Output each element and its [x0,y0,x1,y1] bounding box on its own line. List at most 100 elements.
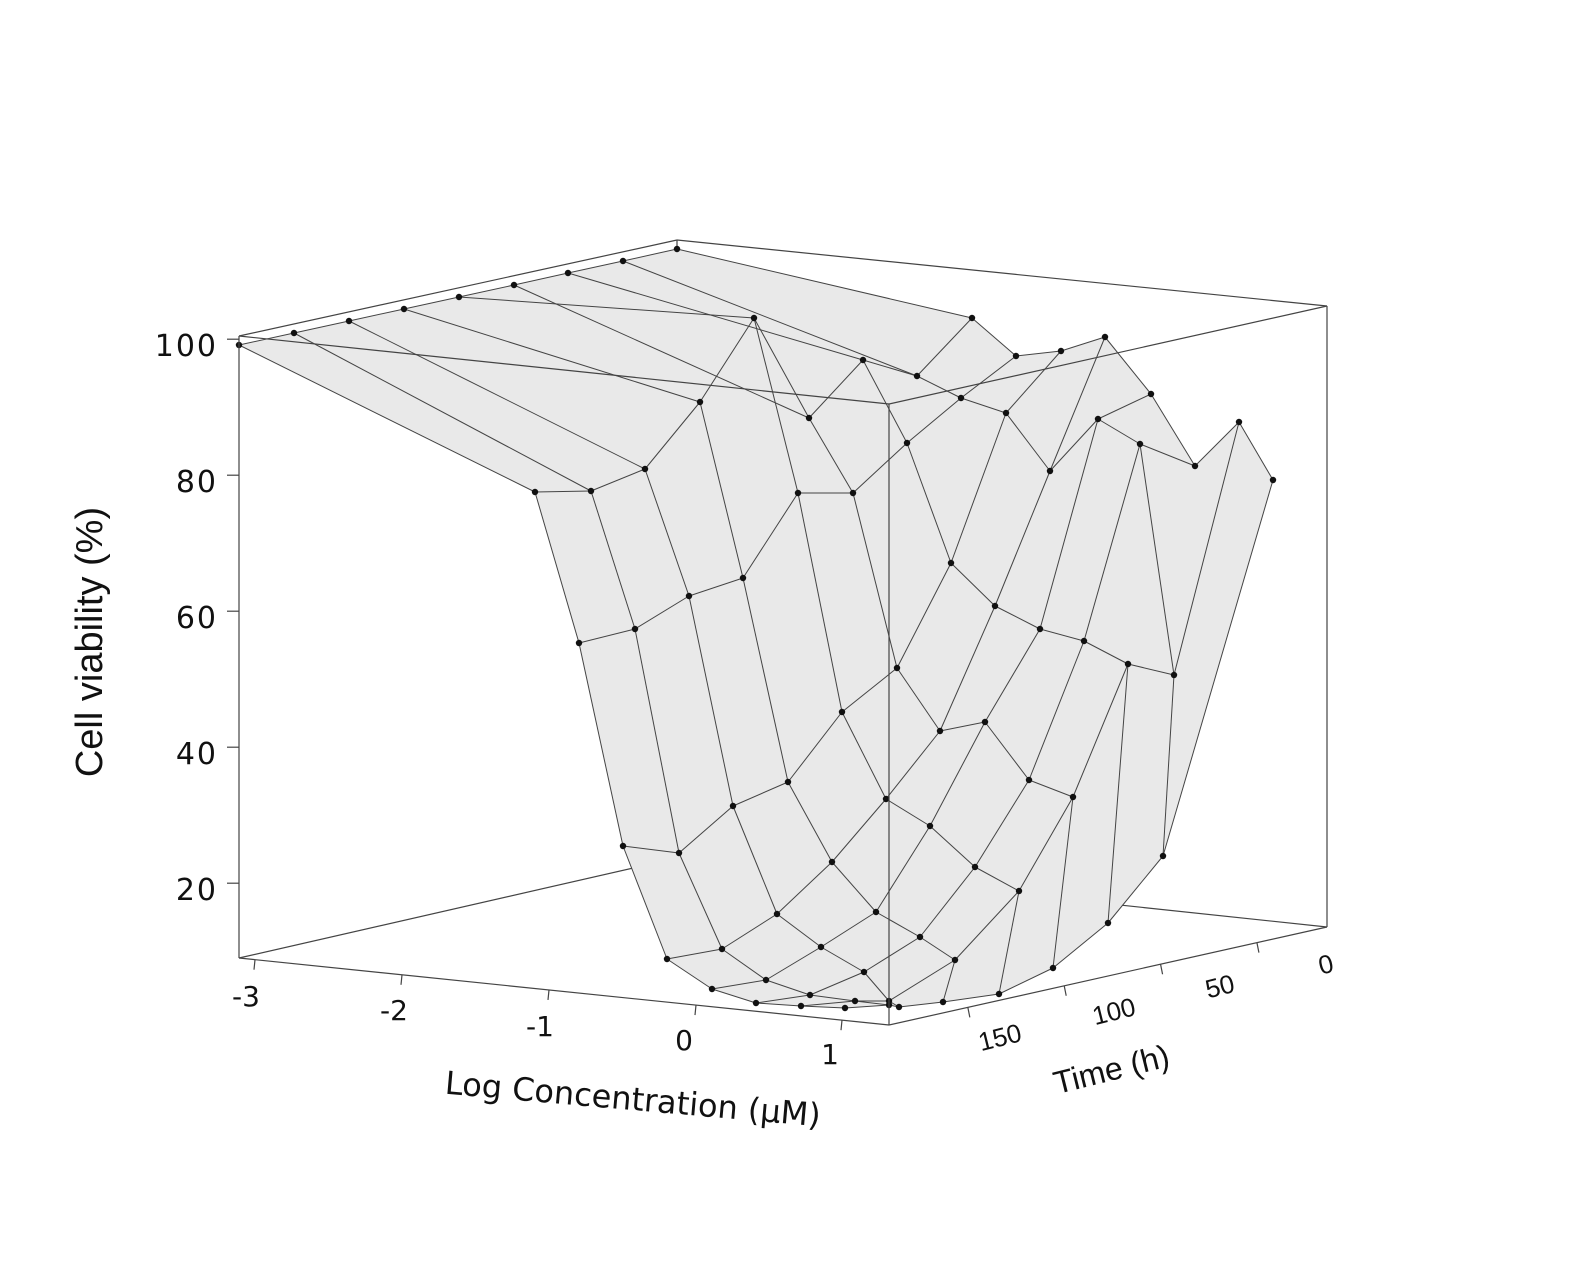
surface-patch [798,493,897,712]
surface-line [622,845,668,960]
data-point [575,639,583,647]
data-point [750,314,758,322]
surface-line [896,667,941,732]
surface-patch [821,912,920,972]
z-tick-label: 100 [155,329,218,364]
surface-line [678,805,734,854]
surface-line [1194,421,1240,467]
surface-line [954,890,1020,961]
data-point [531,488,539,496]
surface-line [1162,479,1274,857]
surface-patch [722,914,821,980]
data-point [916,933,924,941]
surface-patch [995,419,1098,629]
data-point [1191,462,1199,470]
surface-patch [853,443,951,668]
data-point [971,863,979,871]
time-tick-label: 0 [1315,948,1336,981]
data-point [872,908,880,916]
data-point [797,1002,805,1010]
surface-line [688,577,744,597]
surface-line [678,852,723,950]
surface-grid-lines [238,248,1274,1009]
surface-patch [975,780,1073,891]
surface-line [906,397,962,444]
surface-line [721,948,767,981]
surface-line [875,825,931,913]
surface-line [916,375,962,399]
surface-patch [1029,641,1128,797]
surface-line [534,490,592,493]
surface-line [699,317,755,403]
surface-line [567,272,864,361]
surface-points [235,245,1277,1012]
data-point [981,718,989,726]
data-point [893,664,901,672]
surface-patch [1084,444,1174,675]
surface-line [578,642,624,847]
data-point [673,245,681,253]
surface-patch [689,578,788,806]
surface-patch [777,862,876,947]
x-tick-label: -2 [380,994,408,1027]
surface-line [929,721,986,827]
surface-line [852,492,898,669]
surface-patch [886,722,985,826]
data-point [903,439,911,447]
surface-line [1162,674,1175,857]
data-point [841,1004,849,1012]
data-point [1012,352,1020,360]
surface-line [942,993,1000,1003]
x-axis-title: Log Concentration (μM) [444,1064,823,1135]
surface-line [1005,412,1051,472]
surface-line [699,401,744,579]
surface-line [753,317,799,494]
data-point [1046,467,1054,475]
time-tick-mark [967,1007,971,1018]
surface-line [960,397,1007,414]
surface-line [787,781,833,863]
surface-line [666,958,713,990]
surface-line [644,401,701,470]
surface-line [1107,663,1129,924]
surface-patch [679,806,777,949]
surface-line [634,628,680,854]
data-point [1094,415,1102,423]
data-point [1057,347,1065,355]
x-tick-mark [400,974,403,985]
surface-patch [864,937,955,1001]
surface-patch [754,318,853,493]
data-point [936,727,944,735]
data-point [1002,409,1010,417]
data-point [400,305,408,313]
data-point [859,356,867,364]
surface-line [984,628,1041,723]
data-point [631,625,639,633]
surface-line [906,442,952,564]
surface-patch [842,668,940,799]
time-tick-mark [1063,985,1067,996]
surface-line [998,890,1020,995]
data-point [805,414,813,422]
surface-line [711,988,757,1004]
surface-patch [1108,664,1174,923]
time-tick-mark [1159,964,1164,975]
surface-patch [535,491,635,643]
surface-line [898,1001,944,1008]
surface-line [513,272,569,286]
surface-line [998,967,1054,995]
data-point [1124,660,1132,668]
surface-line [1028,779,1074,798]
surface-line [808,359,864,419]
data-point [991,602,999,610]
surface-line [644,468,690,597]
surface-line [688,595,734,807]
data-point [882,795,890,803]
surface-patch [1053,664,1128,968]
data-point [1025,776,1033,784]
time-tick-label: 100 [1089,991,1138,1031]
surface-patch [239,333,591,492]
surface-patch [810,972,889,1001]
data-point [587,487,595,495]
